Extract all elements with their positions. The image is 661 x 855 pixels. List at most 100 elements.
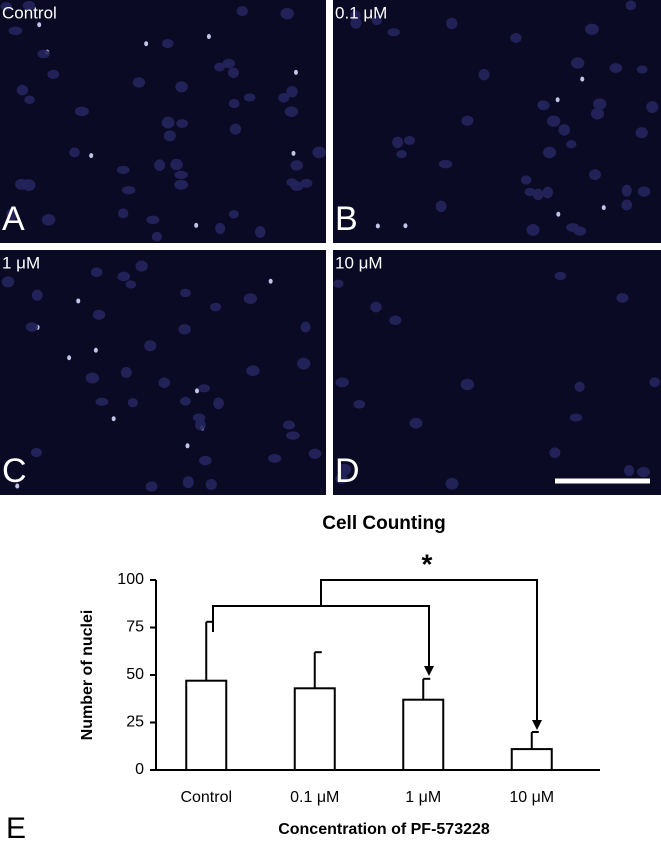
y-axis-label: Number of nuclei (79, 610, 96, 741)
nucleus (609, 63, 623, 73)
nucleus (121, 185, 136, 195)
micrograph (333, 250, 661, 495)
nucleus (592, 98, 607, 110)
nucleus (243, 293, 258, 304)
bracket-line (320, 579, 538, 722)
nucleus (300, 321, 311, 333)
nucleus (127, 398, 138, 408)
nucleus (185, 443, 190, 449)
nucleus (37, 49, 50, 59)
nucleus (116, 165, 130, 175)
nucleus (174, 170, 188, 180)
nucleus (335, 377, 349, 388)
micrograph-panels: Control A 0.1 μM B 1 μM C 10 μM D (0, 0, 661, 495)
nucleus (25, 322, 39, 332)
nucleus (280, 7, 294, 20)
nucleus (616, 292, 629, 303)
nucleus (161, 39, 174, 49)
significance-mark: * (422, 548, 433, 579)
error-bar (422, 677, 431, 700)
nucleus (389, 315, 402, 326)
y-tick-label: 75 (126, 619, 144, 636)
nucleus (300, 178, 313, 188)
nucleus (174, 179, 189, 190)
nucleus (510, 33, 522, 43)
panel-label: 10 μM (335, 253, 383, 272)
nucleus (286, 86, 298, 98)
nucleus (222, 58, 235, 69)
panel-label: 0.1 μM (335, 3, 387, 22)
nucleus (646, 101, 659, 113)
nucleus (396, 149, 407, 159)
nucleus (41, 214, 56, 226)
nucleus (445, 477, 459, 490)
nucleus (566, 140, 577, 149)
nucleus (375, 223, 380, 229)
nucleus (370, 301, 382, 313)
nucleus (338, 463, 351, 476)
nucleus (446, 17, 458, 30)
nucleus (284, 106, 299, 117)
nucleus (95, 397, 109, 406)
nucleus (335, 473, 348, 484)
bar (402, 698, 445, 772)
nucleus (254, 226, 266, 238)
nucleus (31, 289, 43, 301)
nucleus (549, 447, 561, 459)
nucleus (229, 123, 242, 135)
nucleus (22, 0, 36, 10)
nucleus (178, 324, 191, 335)
nucleus (542, 186, 553, 199)
nucleus (16, 84, 29, 96)
nucleus (554, 271, 567, 281)
nucleus (90, 267, 103, 278)
panel-letter: C (2, 452, 27, 490)
nucleus (199, 455, 212, 466)
nucleus (461, 115, 474, 126)
nucleus (47, 69, 60, 79)
nucleus (601, 205, 606, 211)
y-tick-label: 100 (117, 571, 144, 588)
nucleus (556, 211, 561, 217)
nucleus (144, 41, 149, 47)
nucleus (409, 417, 423, 429)
nucleus (588, 169, 602, 181)
nucleus (520, 175, 532, 185)
nucleus (227, 67, 239, 79)
nucleus (89, 153, 94, 159)
nucleus (573, 226, 587, 236)
nucleus (308, 448, 322, 459)
nucleus (176, 119, 189, 128)
nucleus (206, 34, 211, 40)
nucleus (350, 10, 361, 21)
nucleus (297, 357, 311, 370)
y-tick-label: 50 (126, 666, 144, 683)
nucleus (246, 365, 260, 377)
nucleus (69, 147, 80, 158)
nucleus (282, 420, 296, 430)
nucleus (228, 98, 240, 109)
micrograph (333, 0, 661, 243)
nucleus (637, 186, 651, 197)
nucleus (0, 2, 13, 11)
nucleus (371, 15, 382, 26)
nucleus (404, 135, 416, 145)
nucleus (228, 210, 239, 219)
nucleus (537, 100, 548, 109)
nucleus (145, 481, 158, 492)
nucleus (24, 95, 35, 104)
nucleus (8, 26, 23, 35)
nucleus (585, 23, 599, 35)
nucleus (194, 222, 199, 228)
nucleus (125, 280, 137, 289)
bar (185, 679, 228, 772)
nucleus (526, 223, 540, 236)
nucleus (580, 76, 585, 82)
nucleus (92, 309, 106, 320)
x-tick-label: Control (180, 789, 232, 806)
nucleus (590, 108, 605, 120)
nucleus (195, 388, 200, 394)
nucleus (214, 62, 226, 72)
nucleus (649, 377, 660, 388)
